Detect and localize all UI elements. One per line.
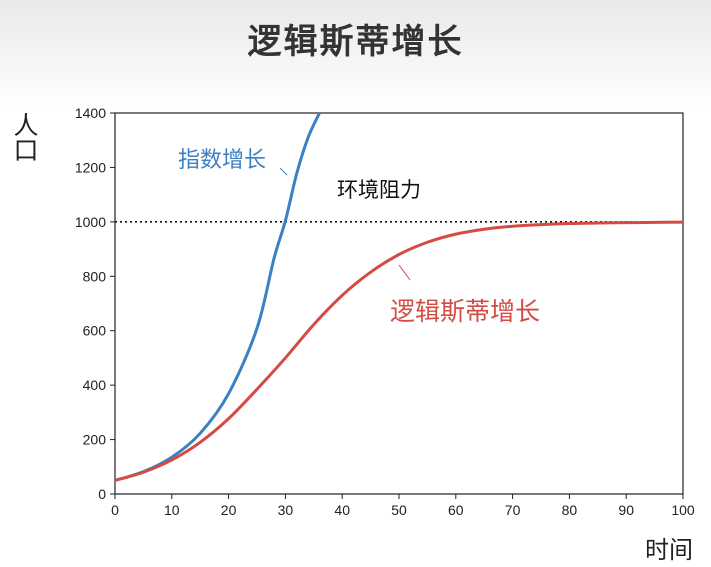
y-tick-label: 800 (83, 268, 107, 284)
x-tick-label: 40 (334, 502, 350, 518)
logistic-leader-line (398, 264, 411, 281)
logistic-growth-annotation: 逻辑斯蒂增长 (390, 297, 540, 326)
exponential-growth-line (115, 113, 321, 482)
exponential-growth-annotation: 指数增长 (178, 148, 266, 173)
y-tick-label: 200 (83, 432, 107, 448)
x-axis-label: 时间 (645, 536, 693, 564)
y-tick-label: 1000 (75, 214, 106, 230)
x-tick-label: 0 (111, 502, 119, 518)
x-tick-label: 20 (221, 502, 237, 518)
y-tick-label: 1200 (75, 159, 106, 175)
x-tick-label: 50 (391, 502, 407, 518)
x-tick-label: 70 (505, 502, 521, 518)
x-tick-label: 80 (562, 502, 578, 518)
y-tick-label: 0 (98, 486, 106, 502)
y-tick-label: 400 (83, 377, 107, 393)
y-axis-label: 人口 (10, 112, 39, 162)
x-tick-label: 100 (671, 502, 695, 518)
y-tick-label: 1400 (75, 105, 106, 121)
x-tick-label: 60 (448, 502, 464, 518)
chart-title: 逻辑斯蒂增长 (247, 22, 464, 62)
logistic-growth-line (115, 220, 683, 482)
environmental-resistance-annotation: 环境阻力 (337, 178, 421, 202)
x-tick-label: 30 (278, 502, 294, 518)
exponential-leader-line (279, 167, 288, 176)
y-tick-label: 600 (83, 323, 107, 339)
x-tick-label: 10 (164, 502, 180, 518)
x-tick-label: 90 (618, 502, 634, 518)
